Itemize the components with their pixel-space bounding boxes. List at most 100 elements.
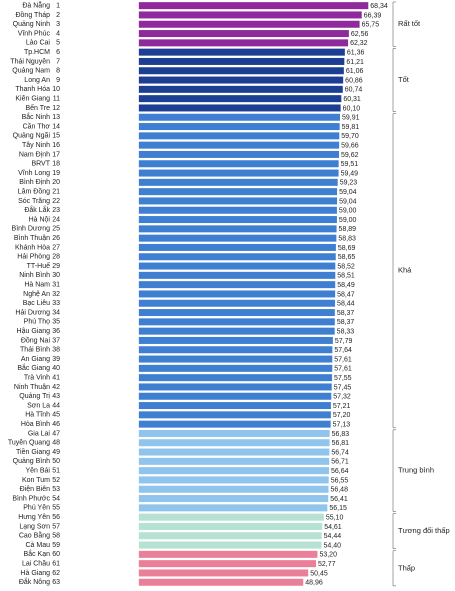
- bar: [138, 309, 335, 317]
- group-label: Trung bình: [398, 466, 434, 475]
- value-label: 58,33: [337, 328, 355, 335]
- value-label: 59,00: [339, 208, 357, 215]
- value-label: 56,64: [331, 468, 349, 475]
- bar: [138, 281, 336, 289]
- category-label: BRVT: [31, 161, 50, 168]
- rank-label: 63: [52, 579, 60, 586]
- value-label: 58,47: [337, 291, 355, 298]
- category-label: Trà Vinh: [24, 374, 50, 381]
- bar: [138, 504, 328, 512]
- category-label: Tây Ninh: [22, 142, 50, 149]
- value-label: 61,21: [346, 59, 364, 66]
- category-label: Bắc Ninh: [22, 112, 51, 121]
- bar: [138, 299, 336, 307]
- rank-label: 2: [56, 12, 60, 19]
- value-label: 59,62: [341, 152, 359, 159]
- rank-label: 55: [52, 505, 60, 512]
- category-label: Hải Dương: [15, 309, 50, 316]
- value-label: 58,37: [337, 319, 355, 326]
- rank-label: 61: [52, 560, 60, 567]
- value-label: 66,39: [364, 12, 382, 19]
- bar: [138, 95, 342, 103]
- rank-label: 58: [52, 533, 60, 540]
- bar: [138, 225, 337, 233]
- category-label: Đồng Nai: [21, 335, 51, 344]
- rank-label: 57: [52, 523, 60, 530]
- bar: [138, 560, 317, 568]
- value-label: 53,20: [319, 552, 337, 559]
- rank-label: 16: [52, 142, 60, 149]
- rank-label: 15: [52, 133, 60, 140]
- value-label: 56,48: [330, 487, 348, 494]
- bar: [138, 374, 333, 382]
- value-label: 59,04: [339, 198, 357, 205]
- bar: [138, 392, 332, 400]
- bar: [138, 476, 329, 484]
- bar: [138, 262, 336, 270]
- bar: [138, 113, 340, 121]
- bar: [138, 541, 322, 549]
- rank-label: 46: [52, 421, 60, 428]
- value-label: 57,61: [334, 366, 352, 373]
- category-label: Lai Châu: [22, 560, 50, 567]
- category-label: Hậu Giang: [17, 328, 51, 335]
- rank-label: 10: [52, 86, 60, 93]
- bar: [138, 169, 339, 177]
- value-label: 56,41: [330, 496, 348, 503]
- value-label: 61,06: [346, 68, 364, 75]
- bar: [138, 383, 332, 391]
- category-label: Bình Dương: [12, 226, 51, 233]
- group-label: Rất tốt: [398, 19, 421, 28]
- category-label: Ninh Bình: [19, 272, 50, 279]
- category-label: TT-Huế: [27, 261, 50, 270]
- value-label: 57,61: [334, 356, 352, 363]
- rank-label: 29: [52, 263, 60, 270]
- category-label: Vĩnh Phúc: [18, 30, 51, 37]
- bar: [138, 216, 337, 224]
- category-label: Phú Yên: [23, 505, 50, 512]
- bar: [138, 522, 323, 530]
- value-label: 48,96: [305, 580, 323, 587]
- rank-label: 52: [52, 477, 60, 484]
- rank-label: 7: [56, 58, 60, 65]
- rank-label: 5: [56, 40, 60, 47]
- bar: [138, 513, 324, 521]
- value-label: 58,83: [338, 235, 356, 242]
- rank-label: 54: [52, 495, 60, 502]
- value-label: 50,45: [310, 570, 328, 577]
- value-label: 57,13: [333, 421, 351, 428]
- category-label: Bến Tre: [25, 103, 50, 112]
- value-label: 57,45: [334, 384, 352, 391]
- value-label: 62,32: [350, 40, 368, 47]
- bar: [138, 336, 333, 344]
- bar: [138, 188, 338, 196]
- value-label: 57,79: [335, 338, 353, 345]
- value-label: 61,36: [347, 49, 365, 56]
- rank-label: 39: [52, 356, 60, 363]
- bar: [138, 485, 329, 493]
- rank-label: 44: [52, 402, 60, 409]
- rank-label: 23: [52, 207, 60, 214]
- category-label: Thanh Hóa: [15, 86, 50, 93]
- value-label: 60,86: [345, 77, 363, 84]
- category-label: Thái Bình: [20, 347, 50, 354]
- bar: [138, 48, 345, 56]
- bar: [138, 11, 362, 19]
- category-label: Quảng Trị: [19, 393, 50, 400]
- bar: [138, 67, 344, 75]
- category-label: Kon Tum: [22, 477, 50, 484]
- bar: [138, 132, 340, 140]
- group-label: Tương đối thấp: [398, 526, 450, 535]
- value-label: 56,71: [331, 459, 349, 466]
- bar: [138, 197, 338, 205]
- category-label: Sơn La: [27, 402, 50, 409]
- rank-label: 30: [52, 272, 60, 279]
- bar: [138, 123, 340, 131]
- category-label: Ninh Thuận: [14, 384, 50, 391]
- category-label: Quảng Bình: [13, 458, 50, 465]
- category-label: Hải Phòng: [17, 254, 50, 261]
- group-label: Tốt: [398, 75, 410, 84]
- bar: [138, 457, 330, 465]
- bar: [138, 495, 329, 503]
- category-label: Quảng Nam: [12, 68, 50, 75]
